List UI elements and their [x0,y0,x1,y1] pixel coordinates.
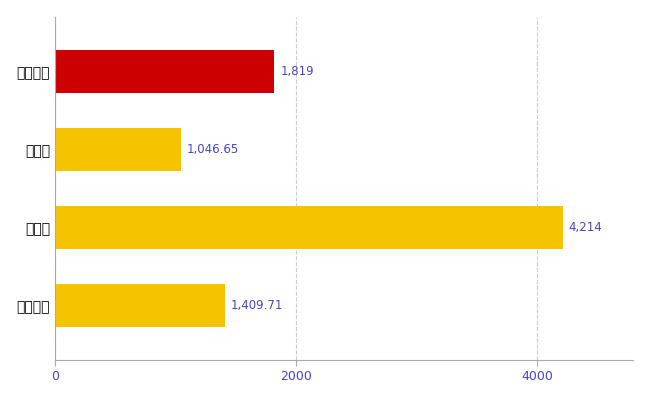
Bar [55,206,563,249]
Bar [55,50,274,93]
Bar [55,284,225,327]
Text: 1,046.65: 1,046.65 [187,143,239,156]
Text: 4,214: 4,214 [569,221,603,234]
Text: 1,819: 1,819 [280,65,314,78]
Bar [55,128,181,171]
Text: 1,409.71: 1,409.71 [231,299,283,312]
